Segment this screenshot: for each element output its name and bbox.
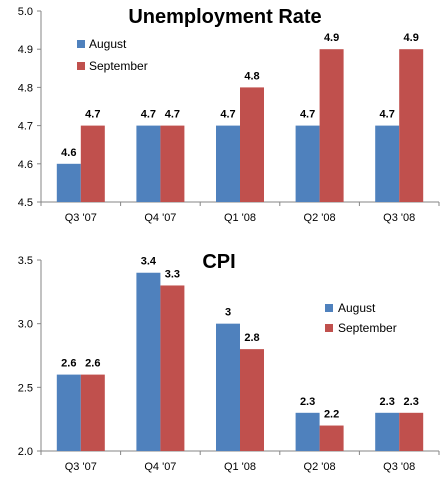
data-label: 4.6: [61, 147, 76, 159]
legend-swatch-september: [325, 324, 333, 332]
bar-september: [319, 425, 344, 451]
y-tick-label: 5.0: [18, 6, 33, 18]
bar-september: [80, 374, 105, 451]
unemployment-rate-chart: Unemployment Rate August September 4.54.…: [18, 6, 440, 224]
data-label: 4.9: [404, 32, 419, 44]
data-label: 2.6: [61, 358, 76, 370]
data-label: 2.8: [244, 332, 259, 344]
bar-august: [136, 272, 161, 451]
bar-august: [375, 412, 400, 451]
x-tick-label: Q2 '08: [304, 461, 336, 473]
y-tick-label: 4.5: [18, 197, 33, 209]
legend-label-august: August: [89, 37, 127, 51]
x-tick-label: Q3 '08: [383, 461, 415, 473]
x-tick-label: Q1 '08: [224, 212, 256, 224]
y-tick-label: 4.9: [18, 44, 33, 56]
data-label: 2.3: [404, 396, 419, 408]
x-tick-label: Q4 '07: [144, 461, 176, 473]
data-label: 4.7: [141, 109, 156, 121]
bar-september: [80, 125, 105, 202]
bar-august: [375, 125, 400, 202]
data-label: 2.3: [380, 396, 395, 408]
bar-august: [136, 125, 161, 202]
data-label: 4.7: [220, 109, 235, 121]
plot-area: 4.5 4.6 4.7 4.8 4.9 5.0 Q3 '07 Q4 '07 Q1 '08 Q2 '…: [18, 6, 440, 224]
y-tick-label: 4.8: [18, 82, 33, 94]
bar-august: [56, 163, 81, 202]
x-tick-label: Q2 '08: [304, 212, 336, 224]
legend: August September: [325, 301, 397, 335]
bar-september: [240, 87, 264, 202]
data-label: 3: [225, 307, 231, 319]
y-tick-label: 4.7: [18, 121, 33, 133]
legend-swatch-september: [77, 62, 85, 70]
y-tick-label: 2.0: [18, 446, 33, 458]
bar-august: [295, 412, 320, 451]
plot-area: 2.0 2.5 3.0 3.5 Q3 '07 Q4 '07 Q1 '08 Q2 '08 Q3 '…: [18, 255, 440, 473]
y-tick-label: 2.5: [18, 382, 33, 394]
data-label: 2.6: [85, 358, 100, 370]
bar-september: [160, 125, 185, 202]
y-tick-label: 4.6: [18, 159, 33, 171]
y-tick-label: 3.0: [18, 319, 33, 331]
x-tick-label: Q4 '07: [144, 212, 176, 224]
data-label: 4.7: [380, 109, 395, 121]
data-label: 4.7: [85, 109, 100, 121]
bar-august: [56, 374, 81, 451]
data-label: 2.3: [300, 396, 315, 408]
legend: August September: [77, 37, 148, 73]
legend-label-september: September: [89, 59, 148, 73]
x-tick-label: Q3 '07: [65, 212, 97, 224]
data-label: 3.4: [141, 256, 157, 268]
data-label: 4.9: [324, 32, 339, 44]
data-label: 4.7: [165, 109, 180, 121]
chart-title: CPI: [202, 251, 235, 273]
cpi-chart: CPI August September 2.0 2.5 3.0 3.5 Q3 '07 Q…: [18, 251, 440, 473]
legend-swatch-august: [325, 304, 333, 312]
bar-september: [399, 49, 424, 203]
bar-august: [295, 125, 320, 202]
legend-label-september: September: [338, 321, 397, 335]
bar-august: [216, 323, 240, 451]
data-label: 4.7: [300, 109, 315, 121]
y-tick-label: 3.5: [18, 255, 33, 267]
data-label: 2.2: [324, 409, 339, 421]
legend-label-august: August: [338, 301, 376, 315]
legend-swatch-august: [77, 40, 85, 48]
x-tick-label: Q3 '08: [383, 212, 415, 224]
x-tick-label: Q1 '08: [224, 461, 256, 473]
bar-august: [216, 125, 240, 202]
chart-title: Unemployment Rate: [128, 6, 321, 28]
bar-september: [399, 412, 424, 451]
data-label: 3.3: [165, 268, 180, 280]
data-label: 4.8: [244, 70, 259, 82]
bar-september: [319, 49, 344, 203]
bar-september: [160, 285, 185, 451]
bar-september: [240, 349, 264, 451]
x-tick-label: Q3 '07: [65, 461, 97, 473]
